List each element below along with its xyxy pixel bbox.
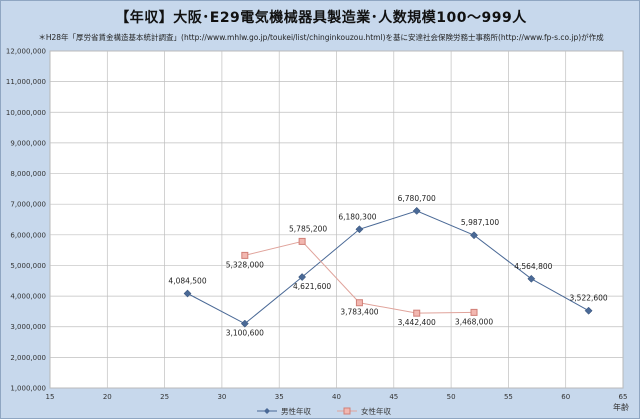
y-tick-label: 10,000,000	[6, 109, 46, 117]
female-data-label: 3,783,400	[340, 308, 378, 317]
y-tick-label: 7,000,000	[10, 201, 46, 209]
female-data-point	[413, 309, 421, 317]
y-tick-label: 2,000,000	[10, 354, 46, 362]
x-tick-label: 65	[619, 393, 628, 401]
female-data-label: 5,328,000	[226, 260, 264, 269]
male-data-label: 5,987,100	[461, 218, 499, 227]
male-data-label: 3,522,600	[570, 294, 608, 303]
male-data-label: 4,621,600	[293, 282, 331, 291]
y-tick-label: 4,000,000	[10, 293, 46, 301]
x-tick-label: 35	[275, 393, 284, 401]
y-tick-label: 6,000,000	[10, 231, 46, 239]
male-data-point	[527, 274, 536, 283]
legend-male-marker	[264, 408, 270, 414]
female-data-label: 3,468,000	[455, 317, 493, 326]
female-data-point	[241, 251, 249, 259]
male-data-point	[240, 319, 249, 328]
y-tick-label: 9,000,000	[10, 139, 46, 147]
x-tick-label: 40	[332, 393, 341, 401]
x-tick-label: 25	[160, 393, 169, 401]
x-tick-label: 60	[561, 393, 570, 401]
y-tick-label: 3,000,000	[10, 323, 46, 331]
male-series-line	[187, 210, 589, 325]
y-tick-label: 8,000,000	[10, 170, 46, 178]
x-tick-label: 55	[504, 393, 513, 401]
source-note: ＊H28年「厚労省賃金構造基本統計調査」(http://www.mhlw.go.…	[38, 33, 604, 42]
x-tick-label: 15	[46, 393, 55, 401]
y-tick-label: 12,000,000	[6, 48, 46, 56]
male-data-point	[412, 206, 421, 215]
x-tick-label: 50	[447, 393, 456, 401]
legend-female-label: 女性年収	[361, 406, 391, 416]
male-data-label: 4,564,800	[514, 262, 552, 271]
female-data-point	[355, 299, 363, 307]
male-data-label: 6,180,300	[338, 212, 376, 221]
x-tick-label: 20	[103, 393, 112, 401]
male-data-point	[470, 231, 478, 240]
chart-title: 【年収】大阪･E29電気機械器具製造業･人数規模100～999人	[115, 10, 527, 26]
legend: 男性年収 女性年収	[257, 406, 391, 416]
y-tick-label: 11,000,000	[6, 78, 46, 86]
male-data-label: 6,780,700	[398, 194, 436, 203]
y-tick-label: 1,000,000	[10, 385, 46, 393]
female-data-label: 5,785,200	[289, 224, 327, 233]
female-data-point	[470, 308, 478, 316]
y-tick-label: 5,000,000	[10, 262, 46, 270]
male-data-point	[298, 273, 307, 282]
male-data-label: 3,100,600	[226, 329, 264, 338]
legend-female-marker	[343, 407, 351, 415]
x-tick-label: 45	[389, 393, 398, 401]
legend-male-label: 男性年収	[281, 406, 311, 416]
male-data-label: 4,084,500	[168, 277, 206, 286]
x-tick-label: 30	[217, 393, 226, 401]
male-data-point	[183, 289, 192, 298]
male-data-point	[355, 225, 364, 234]
x-axis-label: 年齢	[613, 402, 629, 412]
male-data-point	[584, 306, 593, 315]
female-data-label: 3,442,400	[398, 318, 436, 327]
female-data-point	[298, 237, 306, 245]
